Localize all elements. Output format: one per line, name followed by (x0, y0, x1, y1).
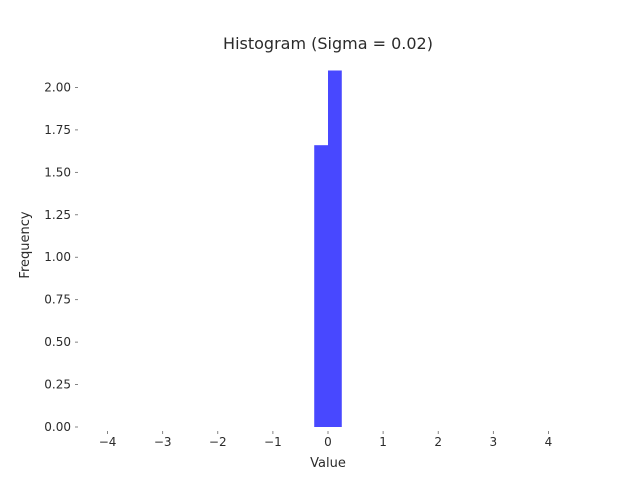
x-tick-label: 0 (324, 435, 332, 449)
chart-title: Histogram (Sigma = 0.02) (223, 34, 433, 53)
y-tick-label: 0.00 (44, 420, 71, 434)
x-tick-label: 2 (434, 435, 442, 449)
histogram-bar-0 (314, 145, 328, 427)
x-tick-label: −4 (99, 435, 117, 449)
x-tick-label: 1 (379, 435, 387, 449)
x-axis-ticks: −4 −3 −2 −1 0 1 2 3 4 (99, 431, 553, 449)
x-tick-label: 3 (490, 435, 498, 449)
y-tick-label: 1.75 (44, 123, 71, 137)
x-tick-label: −2 (209, 435, 227, 449)
y-tick-label: 2.00 (44, 80, 71, 94)
y-tick-label: 1.25 (44, 208, 71, 222)
y-tick-label: 0.75 (44, 293, 71, 307)
x-tick-label: −3 (154, 435, 172, 449)
x-tick-label: −1 (264, 435, 282, 449)
bars-layer (314, 70, 342, 428)
y-tick-label: 0.25 (44, 378, 71, 392)
x-axis-label: Value (310, 456, 346, 471)
y-axis-ticks: 0.00 0.25 0.50 0.75 1.00 1.25 1.50 1.75 2.00 (44, 80, 78, 434)
y-tick-label: 0.50 (44, 335, 71, 349)
y-axis-label: Frequency (18, 211, 33, 278)
y-tick-label: 1.00 (44, 250, 71, 264)
y-tick-label: 1.50 (44, 165, 71, 179)
x-tick-label: 4 (545, 435, 553, 449)
histogram-bar-1 (328, 70, 342, 428)
